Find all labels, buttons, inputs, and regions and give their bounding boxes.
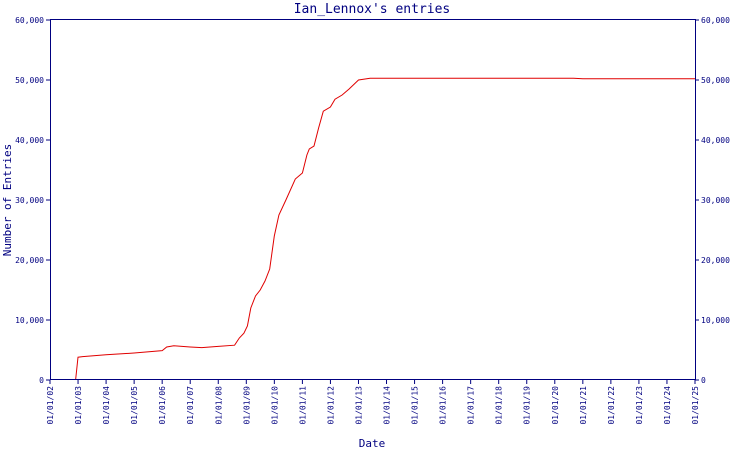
y-tick-label-right: 40,000: [701, 136, 730, 145]
x-tick-label: 01/01/06: [158, 386, 167, 425]
x-tick-label: 01/01/08: [214, 386, 223, 425]
x-axis-label: Date: [359, 437, 386, 450]
y-tick-label-left: 50,000: [15, 76, 44, 85]
x-tick-label: 01/01/05: [130, 386, 139, 425]
x-tick-label: 01/01/09: [242, 386, 251, 425]
y-tick-label-left: 20,000: [15, 256, 44, 265]
x-tick-label: 01/01/18: [495, 386, 504, 425]
x-tick-label: 01/01/03: [74, 386, 83, 425]
x-tick-label: 01/01/25: [691, 386, 700, 425]
chart-title: Ian_Lennox's entries: [294, 2, 451, 17]
x-tick-label: 01/01/10: [270, 386, 279, 425]
x-tick-label: 01/01/11: [298, 386, 307, 425]
x-tick-label: 01/01/16: [439, 386, 448, 425]
y-tick-label-right: 20,000: [701, 256, 730, 265]
x-tick-label: 01/01/12: [326, 386, 335, 425]
y-tick-label-left: 60,000: [15, 16, 44, 25]
x-tick-label: 01/01/15: [411, 386, 420, 425]
y-tick-label-right: 50,000: [701, 76, 730, 85]
series-line: [75, 77, 695, 381]
y-tick-label-right: 0: [701, 376, 706, 385]
x-tick-label: 01/01/20: [551, 386, 560, 425]
x-tick-label: 01/01/17: [467, 386, 476, 425]
x-tick-label: 01/01/13: [354, 386, 363, 425]
y-tick-label-left: 40,000: [15, 136, 44, 145]
x-axis-ticks: 01/01/02 01/01/03 01/01/04 01/01/05 01/01/06…: [46, 380, 700, 425]
y-axis-right-ticks: 0 10,000 20,000 30,000 40,000 50,000 60,000: [695, 16, 730, 385]
y-axis-label: Number of Entries: [1, 144, 14, 257]
x-tick-label: 01/01/24: [663, 386, 672, 425]
y-tick-label-left: 10,000: [15, 316, 44, 325]
x-tick-label: 01/01/22: [607, 386, 616, 425]
x-tick-label: 01/01/21: [579, 386, 588, 425]
y-tick-label-left: 30,000: [15, 196, 44, 205]
y-tick-label-right: 60,000: [701, 16, 730, 25]
x-tick-label: 01/01/19: [523, 386, 532, 425]
y-tick-label-right: 30,000: [701, 196, 730, 205]
x-tick-label: 01/01/14: [383, 386, 392, 425]
y-tick-label-right: 10,000: [701, 316, 730, 325]
x-tick-label: 01/01/02: [46, 386, 55, 425]
x-tick-label: 01/01/07: [186, 386, 195, 425]
y-tick-label-left: 0: [39, 376, 44, 385]
y-axis-left-ticks: 0 10,000 20,000 30,000 40,000 50,000 60,000: [15, 16, 50, 385]
x-tick-label: 01/01/23: [635, 386, 644, 425]
x-tick-label: 01/01/04: [102, 386, 111, 425]
plot-frame: [50, 19, 696, 380]
